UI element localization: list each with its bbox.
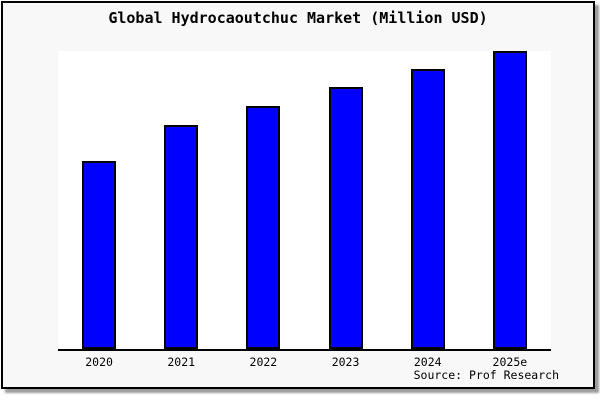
chart-figure: Global Hydrocaoutchuc Market (Million US… [1, 1, 595, 389]
chart-title: Global Hydrocaoutchuc Market (Million US… [108, 9, 488, 27]
x-tick-label-2020: 2020 [85, 355, 113, 369]
bar-2023 [328, 86, 363, 349]
x-tick-label-2024: 2024 [413, 355, 442, 369]
bar-2025e [492, 51, 527, 349]
x-tick-label-2025e: 2025e [492, 355, 528, 369]
x-axis-labels: 2020 2021 2022 2023 2024 2025e [58, 355, 551, 369]
bar-2021 [164, 124, 199, 349]
x-tick-label-2023: 2023 [331, 355, 360, 369]
bar-2024 [410, 68, 445, 349]
bar-2020 [82, 161, 117, 349]
source-text: Source: Prof Research [413, 368, 559, 382]
x-tick-label-2021: 2021 [167, 355, 196, 369]
x-tick-label-2022: 2022 [249, 355, 278, 369]
bar-2022 [246, 105, 281, 349]
plot-area [58, 51, 551, 351]
